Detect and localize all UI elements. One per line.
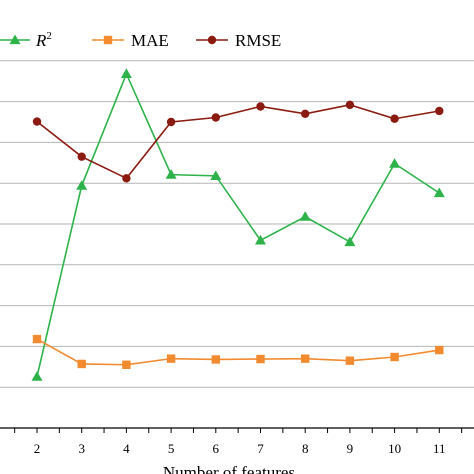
x-tick-label: 6	[213, 441, 220, 456]
triangle-marker	[389, 158, 401, 168]
x-tick-label: 7	[257, 441, 264, 456]
legend-item-rmse: RMSE	[196, 31, 281, 50]
triangle-marker	[120, 68, 132, 78]
series-mae	[32, 334, 444, 369]
x-tick-label: 5	[168, 441, 175, 456]
circle-marker	[77, 152, 86, 161]
legend-label: R2	[35, 30, 52, 50]
square-marker	[77, 359, 86, 369]
triangle-marker	[255, 234, 266, 245]
circle-marker	[435, 106, 444, 116]
x-axis: 2 3 4 5 6 7 8 9 10 11	[0, 427, 474, 456]
triangle-marker	[165, 169, 177, 179]
x-tick-label: 9	[347, 441, 354, 456]
x-tick-label: 2	[34, 441, 41, 456]
x-tick-label: 8	[302, 441, 309, 456]
square-marker	[301, 354, 310, 363]
legend-item-mae: MAE	[92, 31, 169, 50]
circle-marker	[166, 117, 176, 127]
series-plot-area	[31, 68, 445, 381]
square-marker	[103, 35, 113, 45]
x-tick-label: 3	[78, 441, 85, 456]
triangle-marker	[9, 34, 21, 45]
square-marker	[211, 355, 220, 364]
triangle-marker	[433, 187, 445, 198]
series-line	[36, 104, 440, 180]
triangle-marker	[210, 170, 222, 180]
series-line	[36, 338, 440, 366]
x-tick-label: 4	[123, 441, 130, 456]
grid-lines	[0, 60, 474, 388]
square-marker	[256, 354, 265, 364]
series-line	[36, 71, 440, 377]
circle-marker	[211, 113, 220, 122]
series-r	[31, 68, 445, 381]
triangle-marker	[76, 180, 88, 190]
circle-marker	[207, 35, 217, 45]
triangle-marker	[31, 371, 43, 381]
legend-label: MAE	[131, 31, 169, 50]
legend-item-r: R2	[0, 30, 52, 50]
square-marker	[32, 334, 42, 344]
triangle-marker	[344, 236, 356, 247]
legend: R2 MAE RMSE	[0, 30, 281, 50]
legend-label: RMSE	[235, 31, 281, 50]
circle-marker	[32, 117, 42, 126]
square-marker	[435, 345, 444, 355]
circle-marker	[256, 102, 265, 111]
square-marker	[390, 352, 399, 362]
square-marker	[122, 360, 131, 369]
circle-marker	[345, 100, 355, 110]
x-tick-label: 11	[433, 441, 446, 456]
x-axis-label: Number of features	[163, 463, 295, 474]
x-tick-label: 10	[388, 441, 401, 456]
square-marker	[166, 354, 176, 363]
triangle-marker	[299, 211, 311, 221]
circle-marker	[301, 109, 310, 119]
circle-marker	[122, 174, 131, 183]
square-marker	[345, 356, 355, 365]
circle-marker	[390, 114, 399, 123]
series-rmse	[32, 100, 444, 183]
